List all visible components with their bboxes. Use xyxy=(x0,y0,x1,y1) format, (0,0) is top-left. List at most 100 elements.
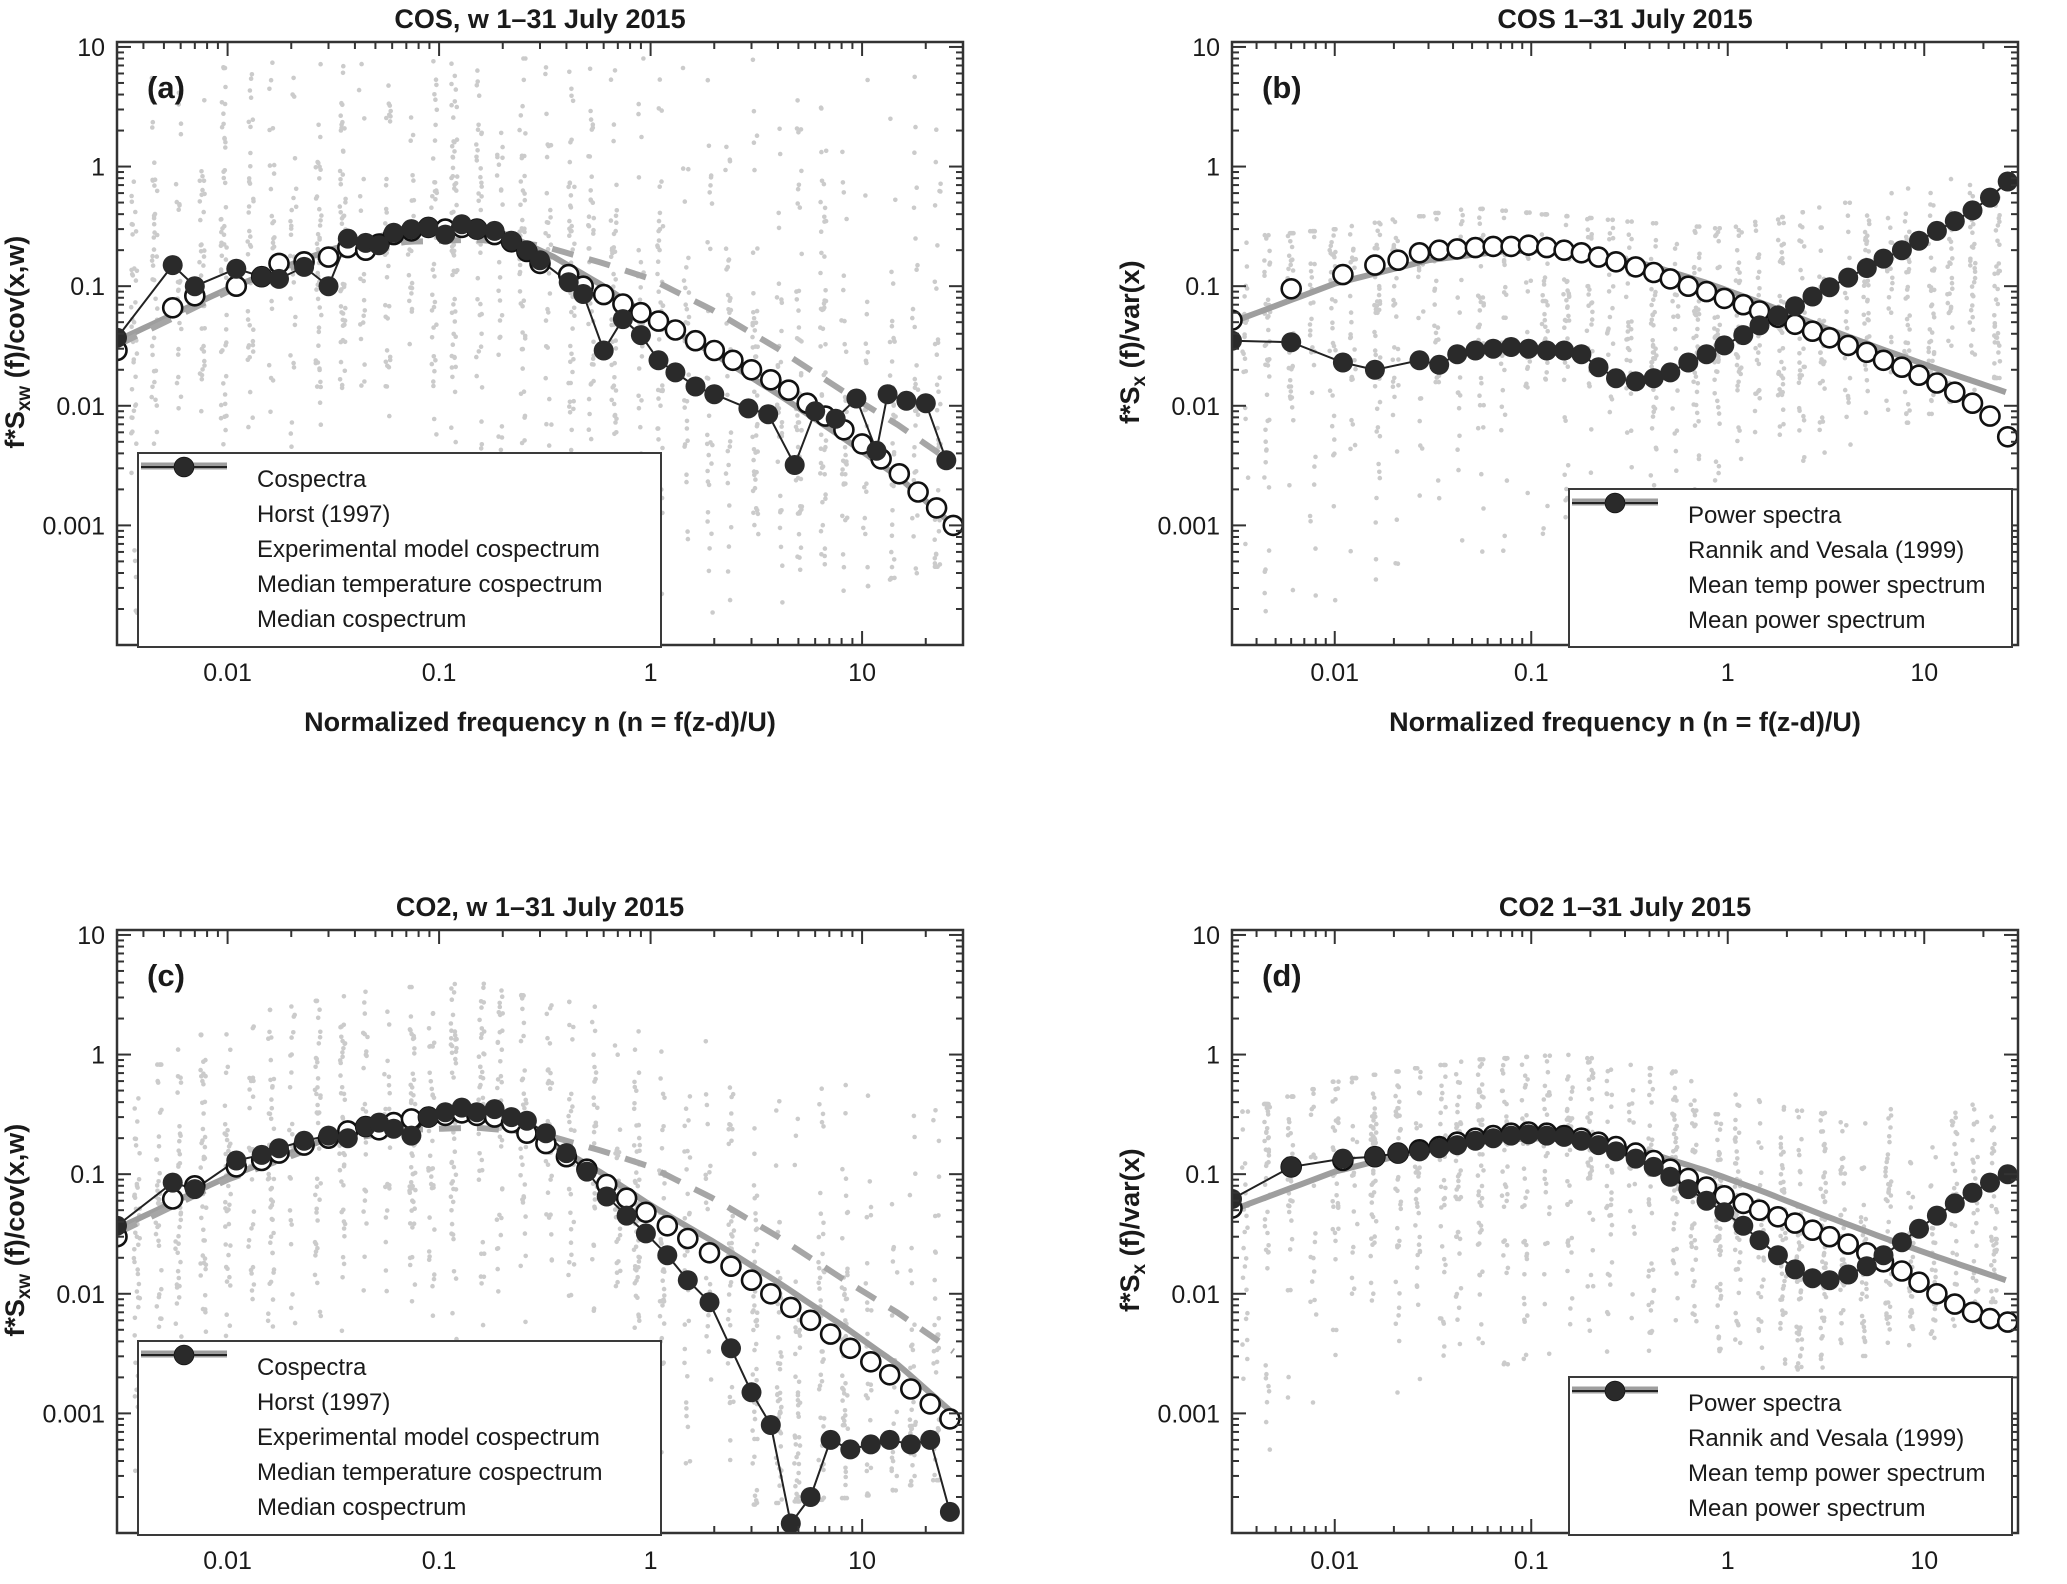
legend-label: Median cospectrum xyxy=(257,606,467,634)
legend-b: Power spectra Rannik and Vesala (1999) Mea… xyxy=(1568,488,2013,648)
legend-entry-open: Median temperature cospectrum xyxy=(149,456,650,599)
tick-labels-b: 0.01 0.1 1 10 0.001 0.01 0.1 1 10 xyxy=(1157,34,1938,687)
ylabel-suffix: (f)/cov(x,w) xyxy=(0,1123,30,1274)
legend-label: Median cospectrum xyxy=(257,1494,467,1522)
svg-text:0.1: 0.1 xyxy=(1514,659,1549,687)
ylabel-prefix: f*S xyxy=(1114,385,1145,424)
filled-circle-series-d xyxy=(1233,1124,2017,1291)
ylabel-suffix: (f)/var(x) xyxy=(1114,259,1145,376)
legend-entry-dot: Cospectra xyxy=(149,462,650,494)
ylabel-prefix: f*S xyxy=(0,410,30,449)
legend-label: Rannik and Vesala (1999) xyxy=(1688,536,1965,564)
svg-text:10: 10 xyxy=(77,34,105,62)
panel-b: 0.01 0.1 1 10 0.001 0.01 0.1 1 10 xyxy=(1157,34,2020,687)
ylabel-suffix: (f)/cov(x,w) xyxy=(0,235,30,386)
ylabel-prefix: f*S xyxy=(0,1298,30,1337)
ylabel-subscript: xw xyxy=(14,1273,36,1299)
y-axis-label-b: f*Sx (f)/var(x) xyxy=(1115,162,1151,522)
tick-labels-a: 0.01 0.1 1 10 0.001 0.01 0.1 1 10 xyxy=(42,34,876,687)
legend-entry-linedot: Mean power spectrum xyxy=(1572,493,2001,635)
svg-text:1: 1 xyxy=(644,659,658,687)
legend-entry-open: Median temperature cospectrum xyxy=(149,1344,650,1487)
legend-label: Horst (1997) xyxy=(257,1388,391,1416)
plot-area-c xyxy=(118,981,961,1532)
legend-entry-solid: Rannik and Vesala (1999) xyxy=(1572,498,2001,565)
panel-title-b: COS 1–31 July 2015 xyxy=(1497,4,1753,34)
svg-text:0.01: 0.01 xyxy=(1171,393,1220,421)
svg-text:0.01: 0.01 xyxy=(1310,659,1359,687)
legend-entry-open: Mean temp power spectrum xyxy=(1580,492,2001,600)
legend-label: Cospectra xyxy=(257,465,367,493)
scatter-cloud-b xyxy=(1240,176,2003,614)
legend-label: Cospectra xyxy=(257,1353,367,1381)
svg-text:0.1: 0.1 xyxy=(422,659,457,687)
legend-entry-dashed: Horst (1997) xyxy=(141,462,650,529)
filled-circle-series-c xyxy=(118,1097,960,1532)
legend-label: Median temperature cospectrum xyxy=(257,1459,603,1487)
open-circle-series-b xyxy=(1233,234,2017,448)
panel-title-d: CO2 1–31 July 2015 xyxy=(1498,892,1752,922)
svg-text:1: 1 xyxy=(91,154,105,182)
legend-entry-open: Mean temp power spectrum xyxy=(1580,1380,2001,1488)
legend-label: Mean power spectrum xyxy=(1688,606,1926,634)
legend-label: Power spectra xyxy=(1688,1389,1842,1417)
panel-letter-c: (c) xyxy=(147,958,185,993)
svg-text:0.1: 0.1 xyxy=(1185,273,1220,301)
legend-entry-dashed: Horst (1997) xyxy=(141,1350,650,1417)
svg-text:0.01: 0.01 xyxy=(203,659,252,687)
legend-entry-solid: Rannik and Vesala (1999) xyxy=(1572,1386,2001,1453)
legend-label: Rannik and Vesala (1999) xyxy=(1688,1424,1965,1452)
plot-area-d xyxy=(1233,1052,2017,1452)
plot-area-b xyxy=(1233,171,2017,614)
ticks-d xyxy=(1231,930,2019,1534)
svg-text:0.01: 0.01 xyxy=(56,393,105,421)
y-axis-label-d: f*Sx (f)/var(x) xyxy=(1115,1050,1151,1410)
ylabel-subscript: x xyxy=(1129,1263,1151,1274)
svg-text:0.001: 0.001 xyxy=(1157,512,1220,540)
legend-label: Experimental model cospectrum xyxy=(257,535,600,563)
panel-letter-b: (b) xyxy=(1262,70,1302,105)
ylabel-subscript: x xyxy=(1129,375,1151,386)
legend-entry-dot: Power spectra xyxy=(1580,1386,2001,1418)
legend-label: Horst (1997) xyxy=(257,500,391,528)
legend-entry-solid: Experimental model cospectrum xyxy=(141,462,650,564)
svg-text:10: 10 xyxy=(848,659,876,687)
legend-entry-linedot: Median cospectrum xyxy=(141,1345,650,1522)
filled-circle-series-a xyxy=(118,214,957,475)
y-axis-label-c: f*Sxw (f)/cov(x,w) xyxy=(0,1050,36,1410)
y-axis-label-a: f*Sxw (f)/cov(x,w) xyxy=(0,162,36,522)
ylabel-subscript: xw xyxy=(14,385,36,411)
legend-entry-linedot: Mean power spectrum xyxy=(1572,1381,2001,1523)
svg-text:0.1: 0.1 xyxy=(70,273,105,301)
svg-text:10: 10 xyxy=(1910,659,1938,687)
legend-label: Power spectra xyxy=(1688,501,1842,529)
legend-d: Power spectra Rannik and Vesala (1999) Mea… xyxy=(1568,1376,2013,1536)
legend-entry-linedot: Median cospectrum xyxy=(141,457,650,634)
legend-label: Experimental model cospectrum xyxy=(257,1423,600,1451)
filled-circle-series-b xyxy=(1233,171,2017,392)
panel-letter-d: (d) xyxy=(1262,958,1302,993)
panel-title-c: CO2, w 1–31 July 2015 xyxy=(395,892,685,922)
panel-title-a: COS, w 1–31 July 2015 xyxy=(394,4,686,34)
ylabel-suffix: (f)/var(x) xyxy=(1114,1147,1145,1264)
svg-text:1: 1 xyxy=(1721,659,1735,687)
x-axis-label-b: Normalized frequency n (n = f(z-d)/U) xyxy=(1389,707,1861,737)
legend-entry-dot: Cospectra xyxy=(149,1350,650,1382)
legend-label: Mean temp power spectrum xyxy=(1688,1459,1986,1487)
svg-text:1: 1 xyxy=(1206,154,1220,182)
legend-a: Cospectra Horst (1997) Experimental model … xyxy=(137,452,662,648)
legend-entry-dot: Power spectra xyxy=(1580,498,2001,530)
legend-label: Mean temp power spectrum xyxy=(1688,571,1986,599)
panel-letter-a: (a) xyxy=(147,70,185,105)
legend-c: Cospectra Horst (1997) Experimental model … xyxy=(137,1340,662,1536)
ylabel-prefix: f*S xyxy=(1114,1273,1145,1312)
legend-entry-solid: Experimental model cospectrum xyxy=(141,1350,650,1452)
svg-text:0.001: 0.001 xyxy=(42,512,105,540)
svg-text:10: 10 xyxy=(1192,34,1220,62)
